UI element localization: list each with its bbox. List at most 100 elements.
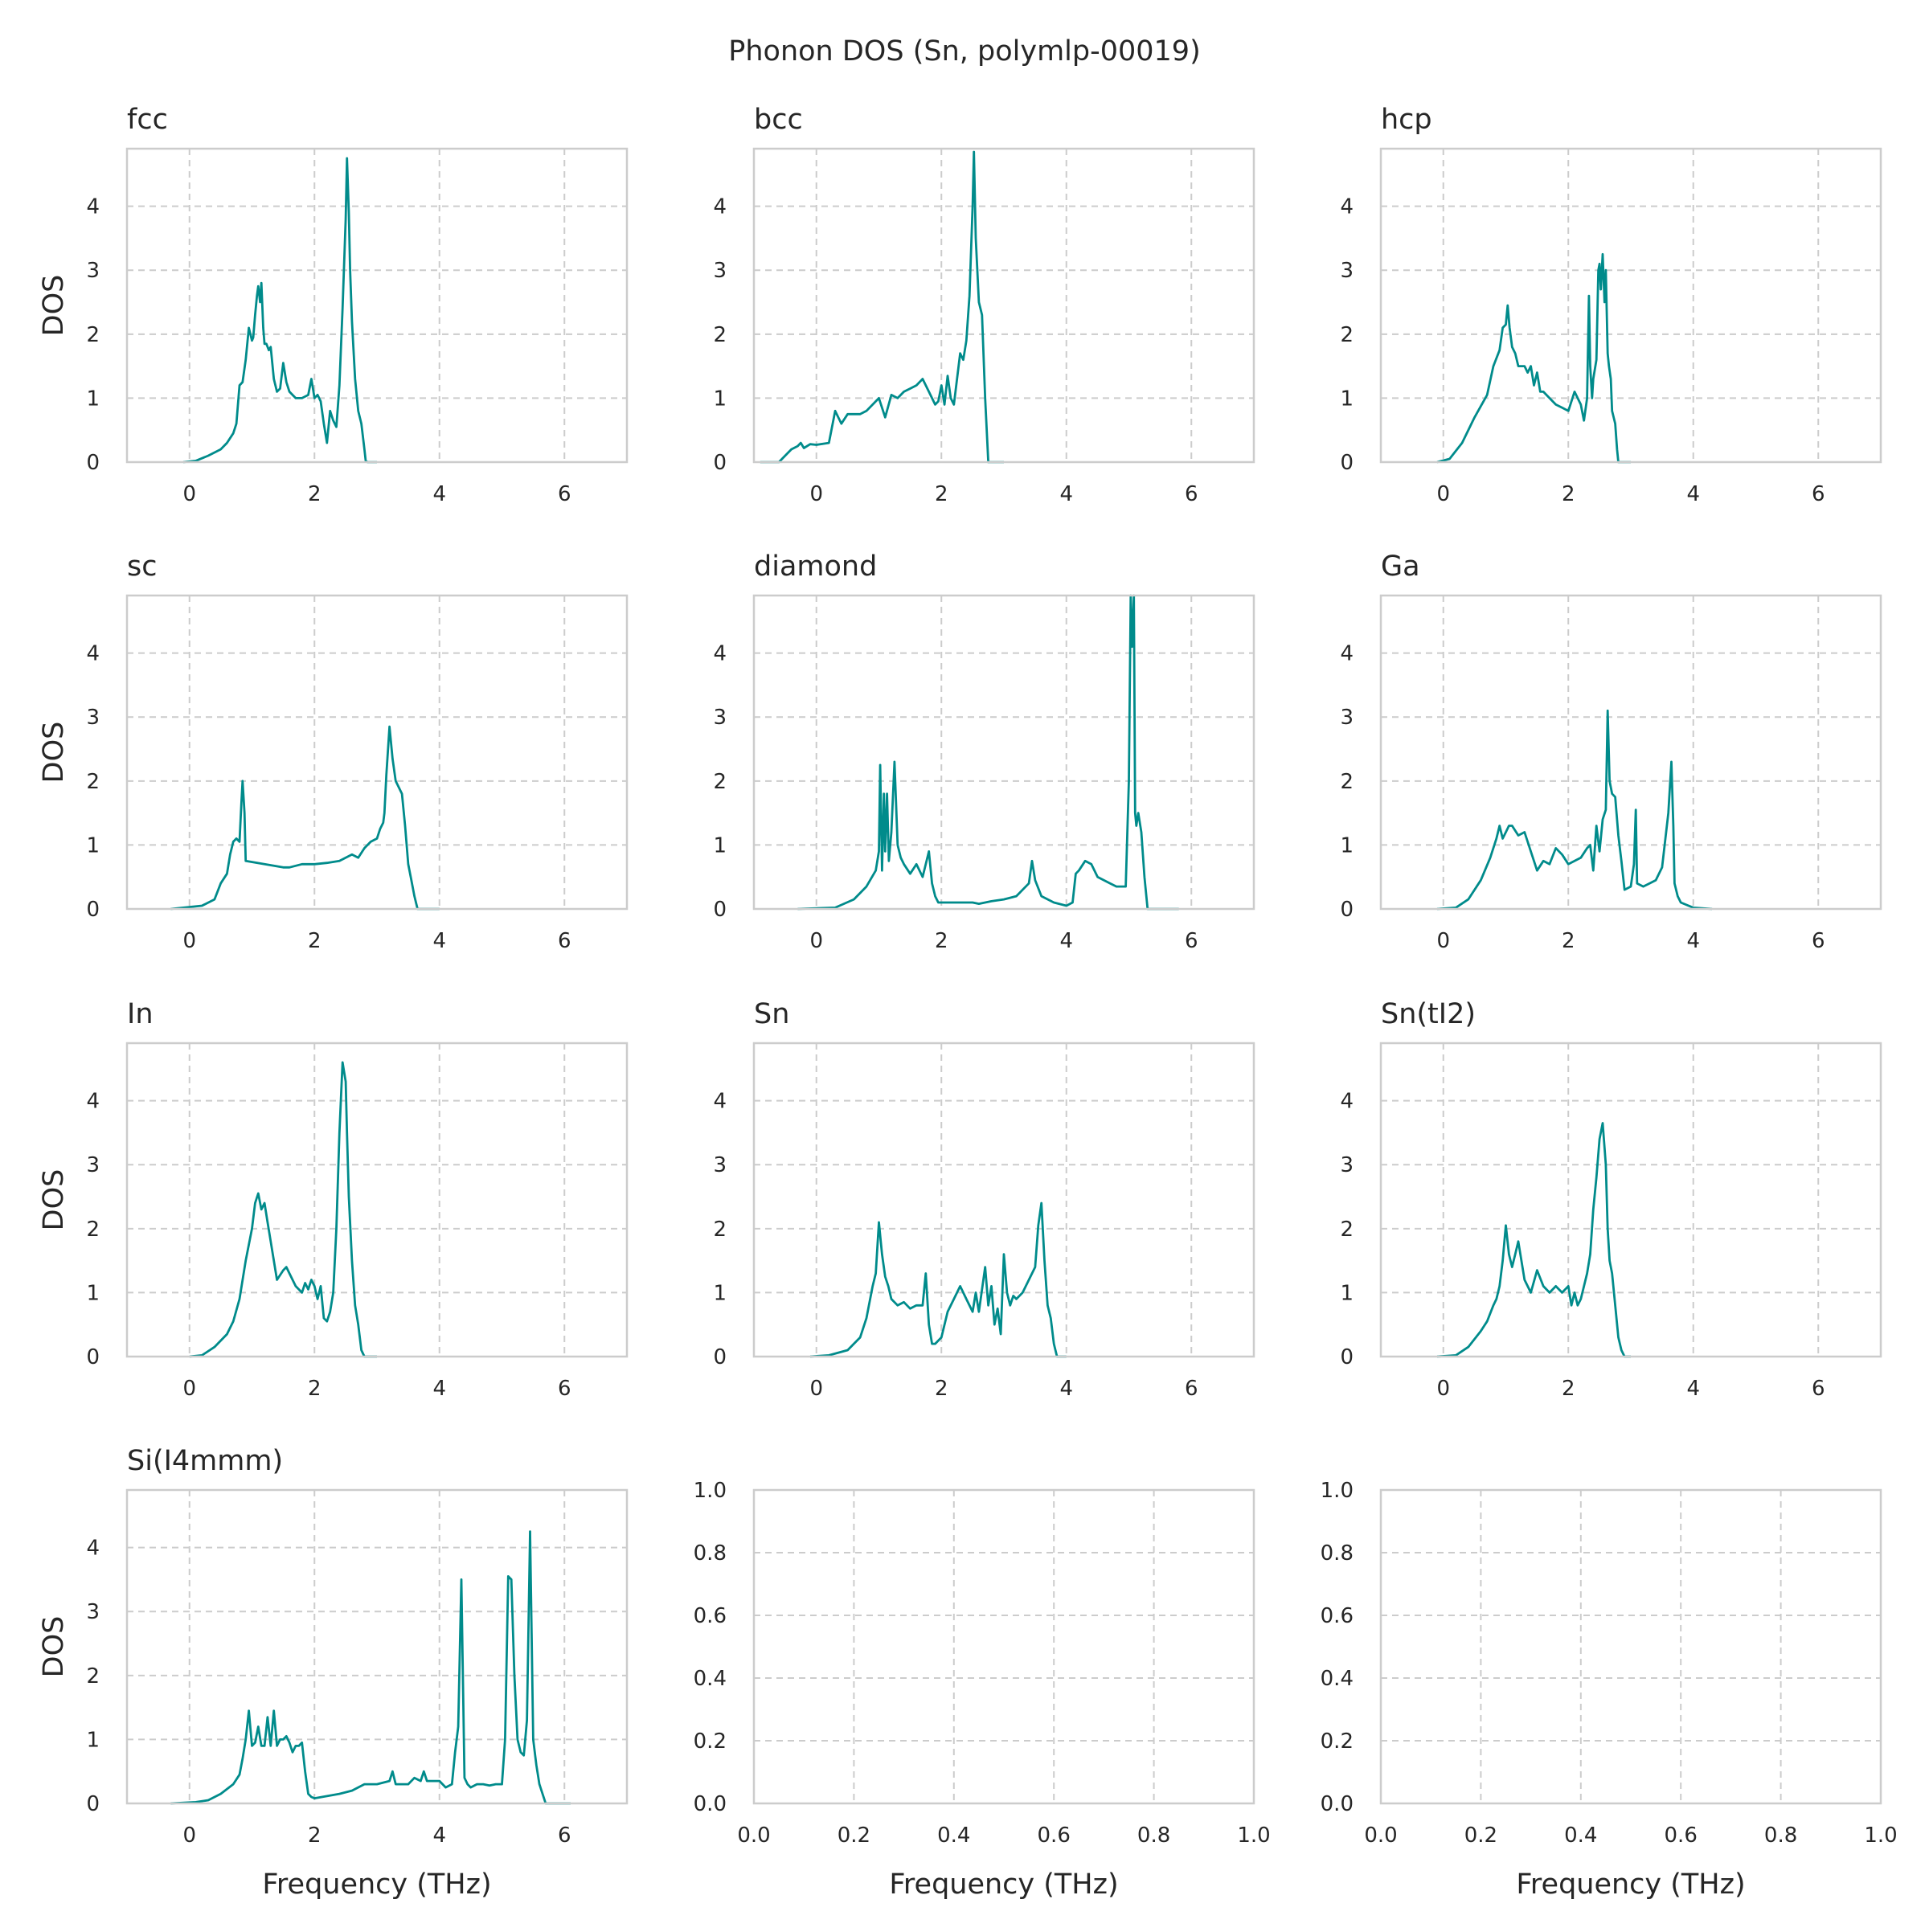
x-tick-label: 0.2 xyxy=(838,1824,870,1848)
panel-sn-ti2: 0 2 4 6 0 1 2 3 4 Sn(tI2) xyxy=(1340,998,1882,1401)
x-tick-label: 2 xyxy=(308,1377,322,1401)
y-tick-label: 2 xyxy=(713,770,727,794)
x-tick-label: 4 xyxy=(1686,929,1700,953)
panel-title: sc xyxy=(127,551,157,583)
x-tick-label: 4 xyxy=(432,482,446,506)
axes-frame xyxy=(752,1042,1255,1358)
axes-frame xyxy=(125,1488,629,1805)
x-tick-label: 0.0 xyxy=(1364,1824,1397,1848)
y-tick-label: 3 xyxy=(713,259,727,283)
x-tick-label: 2 xyxy=(935,1377,948,1401)
panel-title: Sn(tI2) xyxy=(1381,998,1476,1030)
y-tick-label: 4 xyxy=(1340,642,1354,666)
y-tick-label: 0 xyxy=(1340,451,1354,475)
panel-sc: 0 2 4 6 0 1 2 3 4 sc DOS xyxy=(38,551,629,953)
y-tick-label: 4 xyxy=(86,642,100,666)
x-tick-label: 0.0 xyxy=(737,1824,770,1848)
x-axis-label: Frequency (THz) xyxy=(1516,1869,1745,1901)
y-tick-label: 1.0 xyxy=(694,1479,727,1503)
figure-title: Phonon DOS (Sn, polymlp-00019) xyxy=(728,35,1200,68)
x-tick-label: 0 xyxy=(182,1377,196,1401)
panel-in: 0 2 4 6 0 1 2 3 4 In DOS xyxy=(38,998,629,1401)
panel-title: hcp xyxy=(1381,104,1432,136)
dos-series-line xyxy=(797,594,1179,911)
y-tick-label: 0.4 xyxy=(694,1667,727,1691)
y-tick-label: 2 xyxy=(86,1664,100,1688)
x-tick-label: 4 xyxy=(1059,482,1073,506)
y-tick-label: 2 xyxy=(713,323,727,347)
x-tick-label: 2 xyxy=(308,929,322,953)
x-tick-label: 0 xyxy=(1436,1377,1450,1401)
dos-series-line xyxy=(1436,709,1713,911)
x-tick-label: 0.4 xyxy=(1564,1824,1597,1848)
x-tick-label: 0 xyxy=(809,482,823,506)
x-tick-label: 1.0 xyxy=(1864,1824,1897,1848)
axes-frame xyxy=(752,594,1255,911)
y-tick-label: 4 xyxy=(713,642,727,666)
panel-empty-10: 0.0 0.2 0.4 0.6 0.8 1.0 0.0 0.2 0.4 0.6 0.8 1.0 Freq… xyxy=(694,1479,1271,1901)
y-tick-label: 2 xyxy=(1340,323,1354,347)
panel-title: Si(I4mmm) xyxy=(127,1445,283,1477)
y-tick-label: 0.8 xyxy=(1321,1541,1354,1566)
y-tick-label: 1 xyxy=(1340,1281,1354,1305)
panel-sn: 0 2 4 6 0 1 2 3 4 Sn xyxy=(713,998,1255,1401)
x-tick-label: 6 xyxy=(1185,929,1198,953)
y-tick-label: 2 xyxy=(86,323,100,347)
dos-series-line xyxy=(189,1061,377,1358)
y-tick-label: 1 xyxy=(86,1728,100,1752)
y-tick-label: 4 xyxy=(1340,195,1354,219)
panel-empty-11: 0.0 0.2 0.4 0.6 0.8 1.0 0.0 0.2 0.4 0.6 0.8 1.0 Freq… xyxy=(1321,1479,1898,1901)
x-tick-label: 0.8 xyxy=(1764,1824,1797,1848)
dos-series-line xyxy=(1436,1122,1631,1358)
x-tick-label: 2 xyxy=(935,482,948,506)
y-axis-label: DOS xyxy=(38,1616,70,1678)
y-tick-label: 3 xyxy=(1340,259,1354,283)
y-axis-label: DOS xyxy=(38,722,70,784)
y-tick-label: 3 xyxy=(1340,1153,1354,1177)
x-tick-label: 4 xyxy=(432,929,446,953)
y-tick-label: 3 xyxy=(713,1153,727,1177)
panel-title: In xyxy=(127,998,154,1030)
axes-frame xyxy=(1379,594,1882,911)
x-tick-label: 0 xyxy=(182,929,196,953)
y-tick-label: 1 xyxy=(713,833,727,858)
panel-ga: 0 2 4 6 0 1 2 3 4 Ga xyxy=(1340,551,1882,953)
dos-series-line xyxy=(760,150,1004,464)
panel-title: bcc xyxy=(754,104,803,136)
axes-frame xyxy=(752,147,1255,464)
y-tick-label: 4 xyxy=(1340,1090,1354,1114)
axes-frame xyxy=(1379,147,1882,464)
x-tick-label: 0.4 xyxy=(937,1824,970,1848)
x-tick-label: 4 xyxy=(1686,1377,1700,1401)
y-tick-label: 1 xyxy=(1340,387,1354,411)
axes-frame xyxy=(752,1488,1255,1805)
dos-series-line xyxy=(1436,252,1631,464)
x-tick-label: 0 xyxy=(182,1824,196,1848)
x-tick-label: 6 xyxy=(1185,482,1198,506)
y-tick-label: 0 xyxy=(86,451,100,475)
x-tick-label: 0 xyxy=(809,929,823,953)
y-tick-label: 4 xyxy=(86,195,100,219)
y-tick-label: 4 xyxy=(713,195,727,219)
y-tick-label: 0.0 xyxy=(694,1792,727,1816)
dos-series-line xyxy=(170,1530,571,1805)
y-tick-label: 0.2 xyxy=(694,1729,727,1754)
panel-fcc: 0 2 4 6 0 1 2 3 4 fcc DOS xyxy=(38,104,629,506)
y-tick-label: 0.8 xyxy=(694,1541,727,1566)
y-tick-label: 2 xyxy=(713,1218,727,1242)
x-tick-label: 4 xyxy=(1059,1377,1073,1401)
y-tick-label: 0 xyxy=(713,1345,727,1369)
y-tick-label: 3 xyxy=(86,706,100,730)
axes-frame xyxy=(125,1042,629,1358)
y-tick-label: 0 xyxy=(1340,898,1354,922)
y-tick-label: 3 xyxy=(713,706,727,730)
y-tick-label: 0 xyxy=(86,1345,100,1369)
y-tick-label: 0 xyxy=(713,451,727,475)
y-tick-label: 2 xyxy=(86,1218,100,1242)
x-tick-label: 6 xyxy=(558,929,571,953)
axes-frame xyxy=(1379,1042,1882,1358)
x-tick-label: 0 xyxy=(182,482,196,506)
panel-si-i4mmm: 0 2 4 6 0 1 2 3 4 Si(I4mmm) Frequency (THz) DOS xyxy=(38,1445,629,1901)
